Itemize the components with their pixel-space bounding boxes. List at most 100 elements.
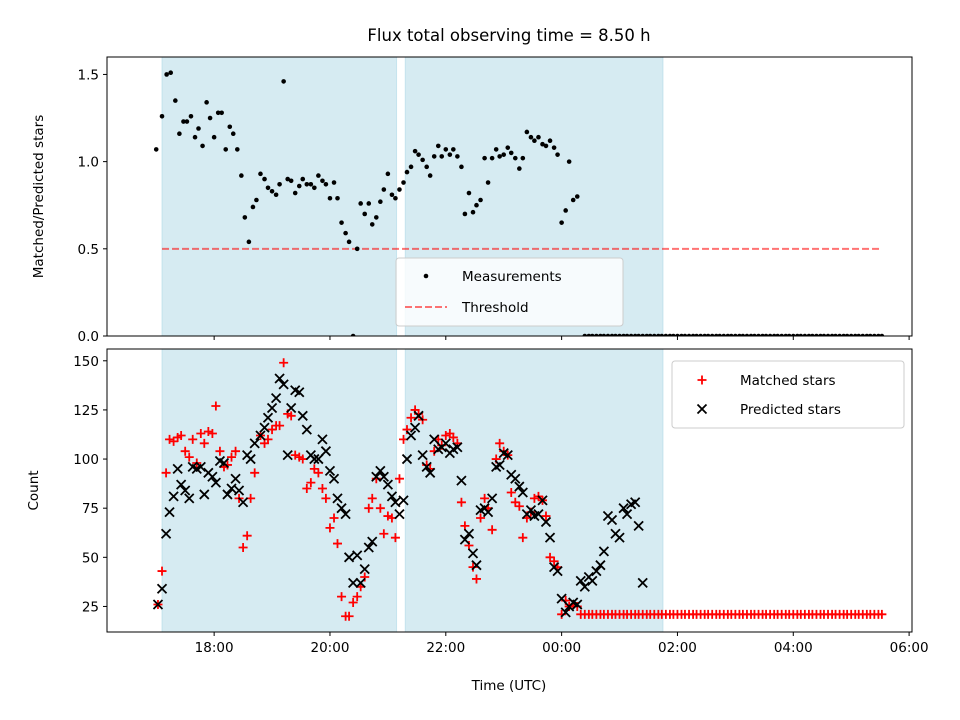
- y-tick-label: 150: [73, 354, 99, 370]
- measurement-point: [393, 195, 398, 201]
- matched-star-point: [456, 497, 466, 507]
- matched-star-point: [390, 533, 400, 543]
- predicted-star-point: [463, 528, 475, 539]
- measurement-point: [200, 143, 205, 149]
- measurement-point: [844, 333, 850, 336]
- measurement-point: [235, 147, 240, 152]
- measurement-point: [505, 145, 511, 150]
- measurement-point: [524, 129, 530, 135]
- matched-star-point: [267, 425, 277, 435]
- predicted-star-point: [184, 493, 195, 504]
- measurement-point: [227, 124, 233, 130]
- matched-star-point: [364, 503, 374, 513]
- matched-star-point: [207, 429, 217, 439]
- measurement-point: [729, 333, 734, 336]
- predicted-star-point: [324, 465, 336, 476]
- predicted-star-point: [340, 508, 351, 520]
- matched-star-point: [506, 487, 516, 497]
- measurement-point: [346, 239, 352, 245]
- measurement-point: [829, 333, 835, 336]
- legend-matched-label: Matched stars: [740, 373, 836, 389]
- figure-title: Flux total observing time = 8.50 h: [367, 26, 650, 45]
- matched-star-point: [529, 493, 539, 503]
- predicted-star-point: [494, 459, 505, 471]
- measurement-point: [331, 180, 337, 185]
- measurement-point: [767, 333, 773, 336]
- measurement-point: [168, 70, 174, 75]
- predicted-star-point: [152, 599, 164, 610]
- measurement-point: [760, 333, 765, 336]
- predicted-star-point: [313, 453, 324, 465]
- matched-star-point: [250, 468, 260, 478]
- x-tick-label: 00:00: [542, 640, 581, 656]
- predicted-star-point: [633, 520, 644, 532]
- matched-star-point: [298, 454, 308, 464]
- measurement-point: [752, 333, 757, 336]
- measurement-point: [265, 185, 271, 191]
- measurement-point: [466, 190, 472, 196]
- measurement-point: [744, 333, 750, 336]
- measurement-point: [223, 147, 229, 152]
- matched-star-point: [290, 450, 300, 460]
- predicted-star-point: [421, 461, 432, 473]
- measurement-point: [806, 333, 812, 336]
- predicted-star-point: [320, 446, 332, 457]
- matched-star-point: [514, 501, 524, 511]
- measurement-point: [798, 333, 804, 336]
- y-tick-label: 125: [73, 403, 99, 419]
- predicted-star-point: [266, 402, 278, 414]
- predicted-star-point: [544, 532, 556, 543]
- measurement-point: [713, 333, 719, 336]
- matched-star-point: [161, 468, 171, 478]
- measurement-point: [362, 211, 368, 217]
- predicted-star-point: [621, 508, 633, 520]
- measurement-point: [455, 154, 460, 159]
- matched-star-point: [471, 574, 481, 584]
- measurement-point: [756, 333, 761, 336]
- predicted-star-point: [371, 471, 382, 482]
- predicted-star-point: [199, 489, 210, 500]
- predicted-star-point: [343, 552, 355, 563]
- predicted-star-point: [525, 505, 537, 516]
- measurement-point: [159, 113, 165, 119]
- measurement-point: [786, 333, 792, 336]
- predicted-star-point: [286, 402, 297, 414]
- measurement-point: [296, 183, 302, 189]
- legend-threshold-label: Threshold: [461, 300, 529, 316]
- matched-star-point: [337, 592, 347, 602]
- measurement-point: [644, 333, 650, 336]
- measurement-point: [763, 333, 769, 336]
- measurement-point: [783, 333, 789, 336]
- predicted-star-point: [417, 449, 428, 461]
- measurement-point: [184, 119, 190, 124]
- matched-star-point: [306, 478, 316, 488]
- measurement-point: [868, 333, 873, 336]
- measurement-point: [215, 110, 221, 116]
- x-tick-label: 22:00: [426, 640, 465, 656]
- measurement-point: [489, 155, 495, 161]
- measurement-point: [721, 333, 727, 336]
- measurement-point: [647, 333, 653, 336]
- measurement-point: [810, 333, 815, 336]
- measurement-point: [416, 152, 421, 157]
- measurement-point: [269, 188, 275, 194]
- y-axis-label: Matched/Predicted stars: [31, 115, 47, 278]
- matched-star-point: [332, 539, 342, 549]
- matched-star-point: [196, 429, 206, 439]
- matched-star-point: [238, 542, 248, 552]
- measurement-point: [520, 155, 526, 161]
- y-tick-label: 1.5: [78, 67, 99, 83]
- measurement-point: [485, 180, 491, 185]
- matched-star-point: [518, 533, 528, 543]
- measurement-point: [385, 171, 391, 177]
- predicted-star-point: [262, 412, 274, 423]
- measurement-point: [528, 134, 534, 140]
- predicted-star-point: [471, 560, 482, 571]
- predicted-star-point: [429, 434, 440, 445]
- measurement-point: [451, 147, 456, 152]
- x-tick-label: 06:00: [890, 640, 929, 656]
- measurement-point: [339, 220, 344, 225]
- measurement-point: [698, 333, 703, 336]
- predicted-star-point: [332, 493, 343, 504]
